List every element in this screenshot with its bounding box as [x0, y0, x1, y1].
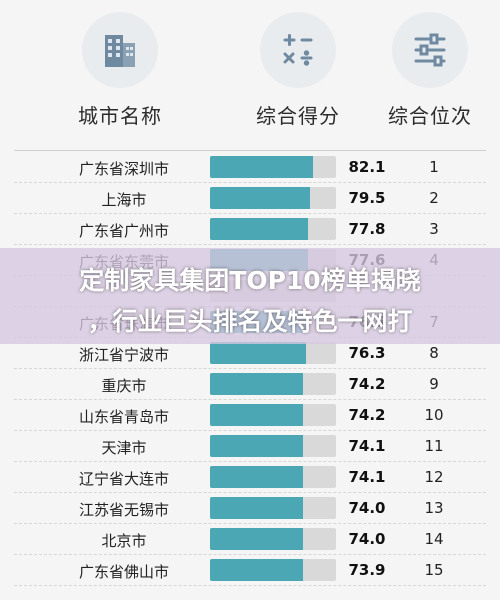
table-row: 广东省广州市 77.8 3: [14, 214, 486, 245]
rank-value: 1: [429, 158, 439, 176]
city-name: 重庆市: [101, 377, 147, 395]
city-name: 江苏省无锡市: [78, 501, 169, 519]
table-row: 广东省深圳市 82.1 1: [14, 152, 486, 183]
score-value: 73.9: [348, 561, 386, 579]
score-value: 74.1: [348, 468, 386, 486]
table-row: 上海市 79.5 2: [14, 183, 486, 214]
city-name: 广东省佛山市: [78, 563, 169, 581]
score-bar: [210, 218, 308, 240]
title-overlay-band: [0, 248, 500, 344]
score-bar-track: [210, 187, 336, 209]
score-bar: [210, 187, 310, 209]
score-column-label: 综合得分: [256, 104, 340, 128]
table-row: 重庆市 74.2 9: [14, 369, 486, 400]
score-value: 74.0: [348, 530, 386, 548]
score-bar: [210, 156, 313, 178]
table-row: 天津市 74.1 11: [14, 431, 486, 462]
header-divider: [14, 150, 486, 151]
score-bar: [210, 528, 303, 550]
city-name: 广东省广州市: [78, 222, 169, 240]
overlay-title-line-2: ，行业巨头排名及特色一网打: [87, 307, 413, 336]
city-name: 广东省深圳市: [78, 160, 169, 178]
score-bar-track: [210, 404, 336, 426]
score-bar: [210, 342, 306, 364]
table-row: 山东省青岛市 74.2 10: [14, 400, 486, 431]
rank-column-label: 综合位次: [388, 104, 472, 128]
table-row: 江苏省无锡市 74.0 13: [14, 493, 486, 524]
rank-value: 8: [429, 344, 439, 362]
score-column-header: 综合得分: [238, 12, 358, 129]
score-bar: [210, 466, 303, 488]
city-name: 天津市: [101, 439, 147, 457]
rank-value: 2: [429, 189, 439, 207]
score-bar: [210, 497, 303, 519]
score-value: 74.2: [348, 375, 386, 393]
table-row: 浙江省宁波市 76.3 8: [14, 338, 486, 369]
score-bar-track: [210, 156, 336, 178]
table-row: 辽宁省大连市 74.1 12: [14, 462, 486, 493]
score-bar-track: [210, 342, 336, 364]
table-header: 城市名称 综合得分 综合位次: [0, 0, 500, 150]
rank-value: 3: [429, 220, 439, 238]
score-bar: [210, 404, 303, 426]
rank-value: 12: [424, 468, 444, 486]
rank-value: 15: [424, 561, 444, 579]
score-bar-track: [210, 466, 336, 488]
score-bar-track: [210, 528, 336, 550]
table-row: 广东省佛山市 73.9 15: [14, 555, 486, 586]
rank-value: 10: [424, 406, 444, 424]
score-bar-track: [210, 218, 336, 240]
city-column-label: 城市名称: [78, 104, 162, 128]
score-value: 74.0: [348, 499, 386, 517]
sliders-icon: [392, 12, 468, 88]
score-value: 77.8: [348, 220, 386, 238]
score-bar: [210, 435, 303, 457]
score-bar-track: [210, 373, 336, 395]
overlay-title-line-1: 定制家具集团TOP10榜单揭晓: [79, 266, 421, 295]
score-bar-track: [210, 435, 336, 457]
rank-value: 13: [424, 499, 444, 517]
buildings-icon: [82, 12, 158, 88]
rank-value: 11: [424, 437, 444, 455]
city-name: 辽宁省大连市: [78, 470, 169, 488]
score-bar: [210, 559, 303, 581]
score-bar: [210, 373, 303, 395]
score-value: 79.5: [348, 189, 386, 207]
rank-value: 9: [429, 375, 439, 393]
rank-value: 14: [424, 530, 444, 548]
calculator-icon: [260, 12, 336, 88]
score-bar-track: [210, 497, 336, 519]
score-value: 76.3: [348, 344, 386, 362]
table-row: 北京市 74.0 14: [14, 524, 486, 555]
city-name: 浙江省宁波市: [78, 346, 169, 364]
score-value: 74.1: [348, 437, 386, 455]
city-name: 山东省青岛市: [78, 408, 169, 426]
rank-column-header: 综合位次: [370, 12, 490, 129]
city-name: 上海市: [101, 191, 147, 209]
ranking-table: 广东省深圳市82.11上海市79.52广东省广州市77.83广东省东莞市77.6…: [14, 152, 486, 586]
city-name: 北京市: [101, 532, 147, 550]
score-bar-track: [210, 559, 336, 581]
city-column-header: 城市名称: [60, 12, 180, 129]
score-value: 82.1: [348, 158, 386, 176]
score-value: 74.2: [348, 406, 386, 424]
